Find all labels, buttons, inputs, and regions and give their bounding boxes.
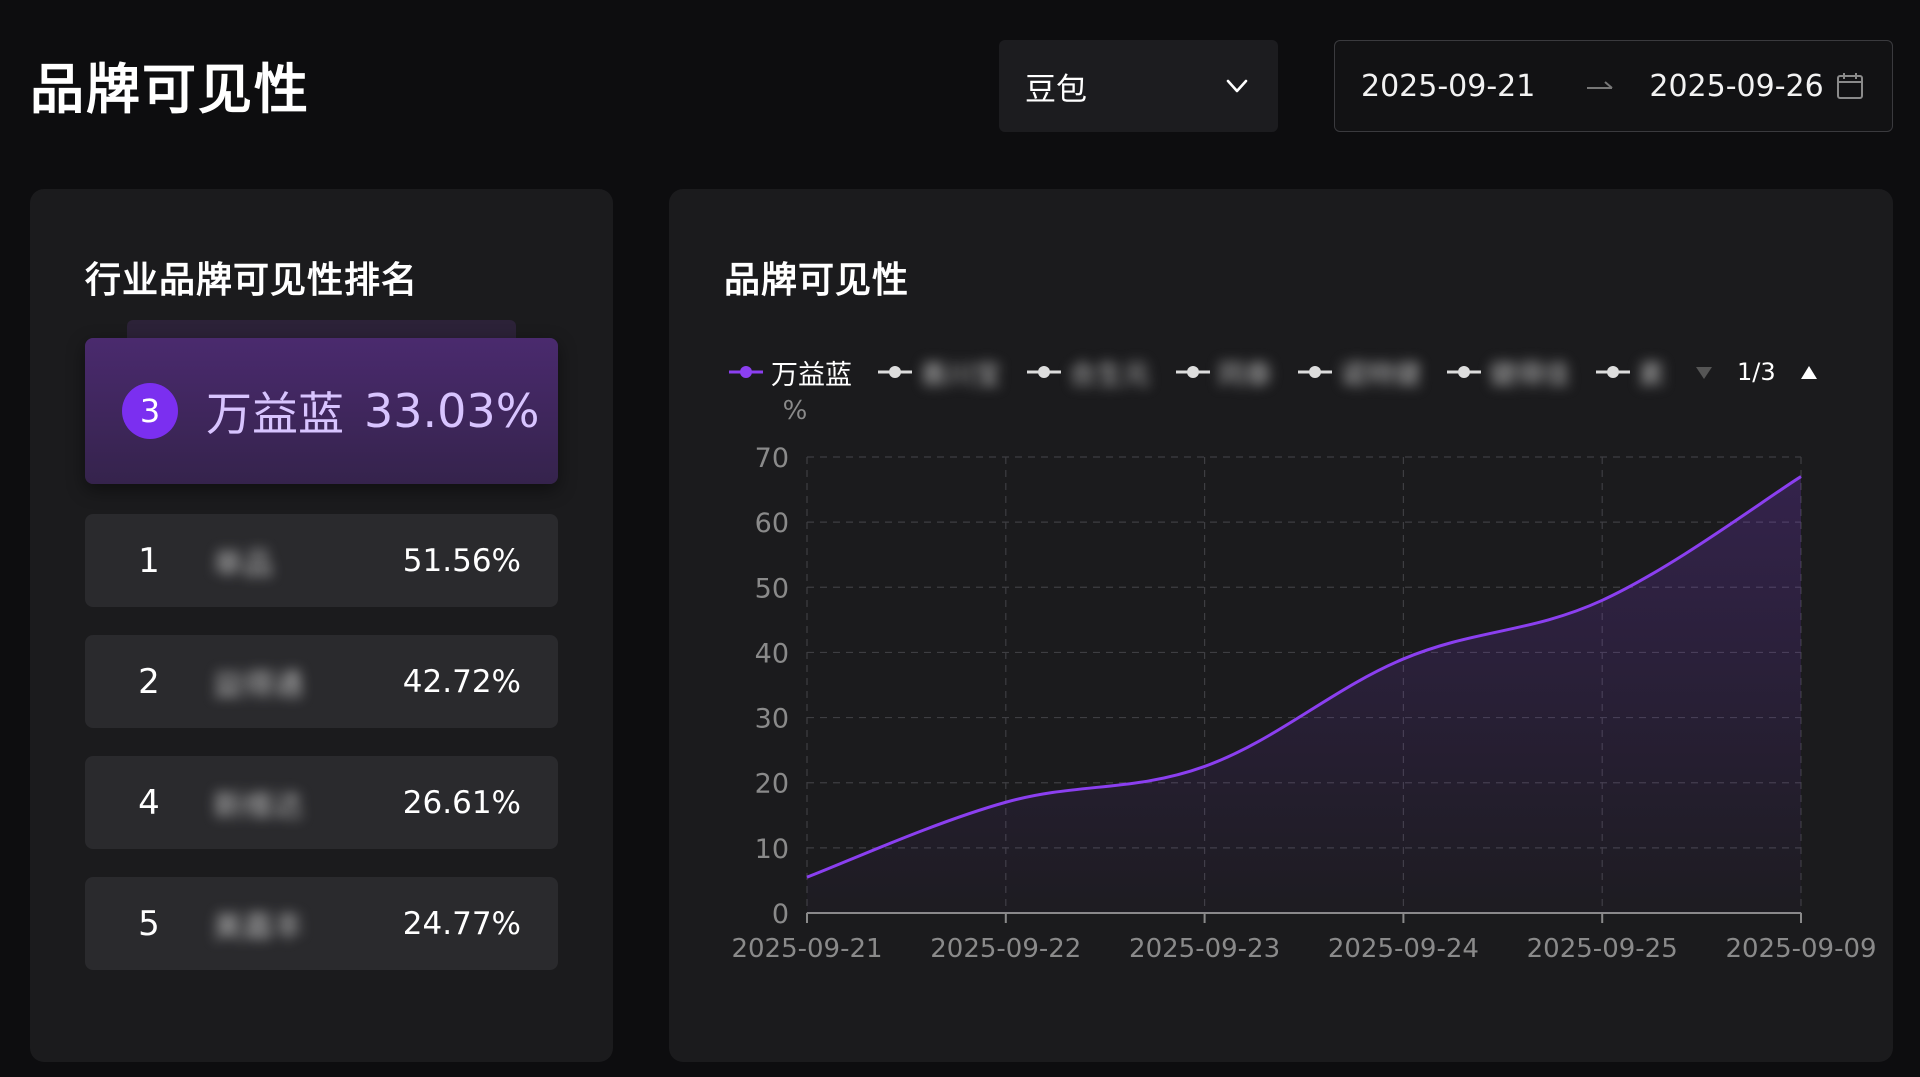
legend-item[interactable]: 善川宝 [878, 353, 1001, 392]
rank-row[interactable]: 5 美嘉丰 24.77% [85, 877, 558, 970]
legend-label: 合生元 [1069, 359, 1150, 391]
model-select[interactable]: 豆包 [999, 40, 1278, 132]
highlight-brand-percent: 33.03% [364, 384, 540, 438]
legend-line-marker [1176, 366, 1210, 378]
highlight-brand-name: 万益蓝 [206, 387, 344, 441]
page-title: 品牌可见性 [30, 58, 310, 121]
chart-panel-title: 品牌可见性 [724, 260, 910, 301]
legend-item[interactable]: 合生元 [1027, 353, 1150, 392]
legend-line-marker [1298, 366, 1332, 378]
legend-label: 善川宝 [920, 359, 1001, 391]
rank-number: 1 [138, 540, 160, 581]
y-tick-label: 70 [755, 443, 789, 474]
y-axis-unit-label: % [783, 396, 808, 426]
chart-panel: 品牌可见性 万益蓝 善川宝 合 [669, 189, 1893, 1062]
start-date-input[interactable]: 2025-09-21 [1361, 68, 1536, 104]
legend-page-down-icon[interactable] [1693, 362, 1715, 382]
x-tick-label: 2025-09-25 [1527, 934, 1678, 964]
legend-label: 同泰 [1218, 359, 1272, 391]
legend-pager: 1/3 [1693, 358, 1820, 386]
rank-percent: 51.56% [402, 542, 521, 579]
rank-percent: 26.61% [402, 784, 521, 821]
series-area-fill [807, 476, 1801, 913]
x-tick-label: 2025-09-09 [1725, 934, 1876, 964]
y-tick-label: 30 [755, 704, 789, 735]
series-line [806, 475, 1802, 879]
rank-brand-name: 益得通 [213, 667, 303, 703]
legend-page-up-icon[interactable] [1798, 362, 1820, 382]
end-date-input[interactable]: 2025-09-26 [1649, 68, 1824, 104]
rank-brand-name: 新维达 [213, 788, 303, 824]
y-tick-label: 60 [755, 508, 789, 539]
legend-item[interactable]: 素 [1596, 353, 1665, 392]
chevron-down-icon [1226, 79, 1248, 93]
legend-line-marker [878, 366, 912, 378]
rank-percent: 42.72% [402, 663, 521, 700]
rank-row[interactable]: 1 单品 51.56% [85, 514, 558, 607]
highlight-brand-card[interactable]: 3 万益蓝 33.03% [85, 338, 558, 484]
rank-number: 4 [138, 782, 160, 823]
legend-item[interactable]: 诺特健 [1298, 353, 1421, 392]
legend-label: 万益蓝 [771, 359, 852, 391]
legend-item[interactable]: 健得佳 [1447, 353, 1570, 392]
y-tick-label: 40 [755, 638, 789, 669]
rank-brand-name: 美嘉丰 [213, 909, 303, 945]
line-chart: % 0 10 20 30 40 50 60 70 2025-09-21 2025-09-22 2025… [731, 396, 1876, 964]
legend-label: 素 [1638, 359, 1665, 391]
legend-line-marker [1447, 366, 1481, 378]
rank-brand-name: 单品 [213, 546, 273, 582]
legend-line-marker [1027, 366, 1061, 378]
range-arrow-icon [1587, 81, 1614, 89]
x-tick-label: 2025-09-24 [1328, 934, 1479, 964]
calendar-icon[interactable] [1834, 70, 1866, 102]
legend-label: 诺特健 [1340, 359, 1421, 391]
date-range-picker[interactable]: 2025-09-21 2025-09-26 [1334, 40, 1893, 132]
legend-line-marker [1596, 366, 1630, 378]
rank-row[interactable]: 4 新维达 26.61% [85, 756, 558, 849]
rank-row[interactable]: 2 益得通 42.72% [85, 635, 558, 728]
x-tick-label: 2025-09-23 [1129, 934, 1280, 964]
legend-item[interactable]: 万益蓝 [729, 353, 852, 392]
y-tick-label: 10 [755, 834, 789, 865]
rank-number: 2 [138, 661, 160, 702]
y-tick-label: 50 [755, 573, 789, 604]
chart-legend: 万益蓝 善川宝 合生元 同泰 [729, 349, 1820, 395]
rank-percent: 24.77% [402, 905, 521, 942]
y-tick-label: 0 [772, 899, 789, 930]
rank-number: 5 [138, 903, 160, 944]
ranking-panel-title: 行业品牌可见性排名 [85, 260, 419, 301]
legend-page-indicator: 1/3 [1737, 358, 1776, 386]
legend-line-marker [729, 366, 763, 378]
legend-label: 健得佳 [1489, 359, 1570, 391]
model-select-value: 豆包 [1025, 71, 1087, 108]
x-tick-label: 2025-09-21 [731, 934, 882, 964]
y-tick-label: 20 [755, 769, 789, 800]
legend-item[interactable]: 同泰 [1176, 353, 1272, 392]
ranking-panel: 行业品牌可见性排名 3 万益蓝 33.03% 1 单品 51.56% 2 益得通… [30, 189, 613, 1062]
x-tick-label: 2025-09-22 [930, 934, 1081, 964]
highlight-rank-badge: 3 [122, 383, 178, 439]
